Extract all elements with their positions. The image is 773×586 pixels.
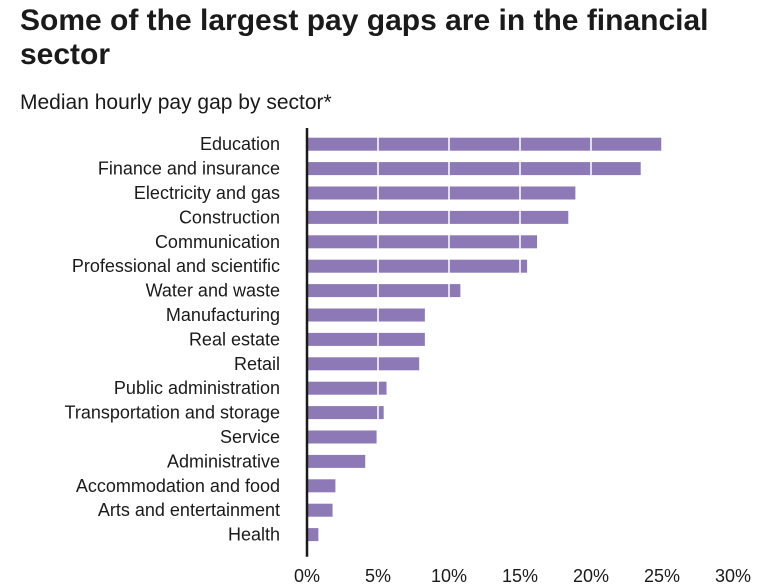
bar [307, 406, 384, 420]
x-tick-label: 15% [502, 566, 538, 586]
bar [307, 162, 641, 176]
category-label: Retail [234, 354, 280, 374]
bar [307, 259, 528, 273]
bars [307, 137, 662, 542]
category-label: Public administration [114, 378, 280, 398]
category-label: Communication [155, 232, 280, 252]
category-label: Electricity and gas [134, 183, 280, 203]
bar [307, 186, 576, 200]
bar [307, 357, 420, 371]
category-label: Accommodation and food [76, 476, 280, 496]
bar [307, 137, 662, 151]
bar [307, 528, 319, 542]
x-tick-label: 20% [573, 566, 609, 586]
bar [307, 454, 366, 468]
category-label: Professional and scientific [72, 256, 280, 276]
bar [307, 479, 336, 493]
chart-subtitle: Median hourly pay gap by sector* [20, 91, 332, 114]
bar [307, 308, 425, 322]
x-tick-label: 10% [431, 566, 467, 586]
x-tick-label: 0% [294, 566, 320, 586]
category-label: Manufacturing [166, 305, 280, 325]
category-label: Education [200, 134, 280, 154]
x-tick-label: 30% [715, 566, 751, 586]
category-label: Arts and entertainment [98, 500, 280, 520]
bar [307, 210, 569, 224]
category-label: Transportation and storage [65, 403, 280, 423]
chart-title: Some of the largest pay gaps are in the … [20, 4, 709, 71]
category-label: Construction [179, 207, 280, 227]
category-label: Finance and insurance [98, 159, 280, 179]
x-tick-label: 5% [365, 566, 391, 586]
bar [307, 332, 425, 346]
bar [307, 381, 387, 395]
category-label: Water and waste [146, 281, 280, 301]
bar [307, 284, 461, 298]
bar [307, 430, 377, 444]
category-label: Service [220, 427, 280, 447]
category-label: Administrative [167, 451, 280, 471]
bar [307, 235, 538, 249]
x-tick-label: 25% [644, 566, 680, 586]
bar [307, 503, 333, 517]
category-label: Health [228, 525, 280, 545]
category-label: Real estate [189, 329, 280, 349]
